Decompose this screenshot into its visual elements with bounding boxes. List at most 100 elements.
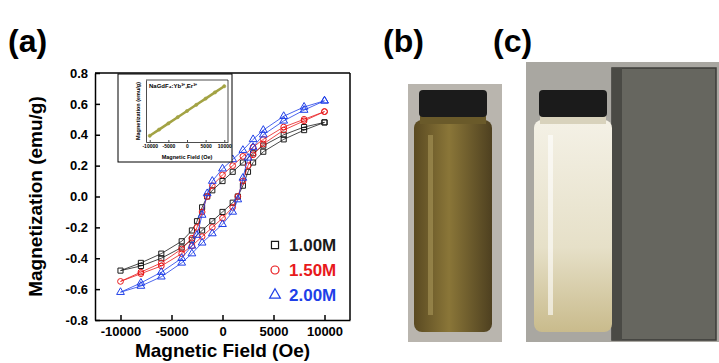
data-point bbox=[118, 268, 123, 273]
x-tick-label: 10000 bbox=[307, 324, 343, 339]
x-tick-label: -10000 bbox=[142, 143, 158, 149]
x-tick: -10000 bbox=[142, 140, 158, 149]
photo-background bbox=[526, 62, 719, 342]
data-point bbox=[188, 249, 196, 256]
magnet-shade bbox=[612, 68, 622, 340]
series-line bbox=[150, 86, 225, 136]
x-tick: 5000 bbox=[201, 140, 212, 149]
x-tick: -5000 bbox=[162, 140, 175, 149]
data-point bbox=[179, 239, 184, 244]
data-point bbox=[167, 122, 170, 125]
y-tick-mark bbox=[95, 104, 100, 106]
data-point bbox=[208, 177, 216, 184]
x-tick: -5000 bbox=[155, 315, 188, 339]
data-point bbox=[321, 96, 329, 103]
data-point bbox=[259, 130, 267, 137]
data-point bbox=[301, 118, 307, 124]
data-point bbox=[281, 127, 287, 133]
x-tick: 0 bbox=[219, 315, 226, 339]
series bbox=[148, 85, 226, 138]
data-point bbox=[213, 91, 216, 94]
data-point bbox=[198, 211, 206, 218]
data-point bbox=[188, 241, 196, 248]
x-tick-label: 0 bbox=[186, 143, 189, 149]
data-point bbox=[176, 116, 179, 119]
data-point bbox=[198, 238, 206, 245]
data-point bbox=[234, 195, 242, 202]
vial-body bbox=[534, 120, 612, 332]
data-point bbox=[210, 219, 215, 224]
data-point bbox=[239, 146, 247, 153]
y-tick: -0.2 bbox=[66, 220, 100, 235]
x-tick: 5000 bbox=[260, 315, 289, 339]
legend-marker bbox=[271, 266, 279, 274]
x-axis-title: Magnetic Field (Oe) bbox=[162, 154, 213, 160]
chart-0: -10000-50000500010000-0.8-0.6-0.4-0.20.0… bbox=[25, 66, 351, 361]
data-point bbox=[322, 109, 328, 115]
data-point bbox=[148, 134, 151, 137]
data-point bbox=[321, 96, 329, 103]
y-tick: -0.6 bbox=[66, 282, 100, 297]
data-point bbox=[281, 137, 286, 142]
x-tick-label: 10000 bbox=[218, 143, 232, 149]
legend-label: 1.50M bbox=[289, 261, 336, 280]
legend-label: 2.00M bbox=[289, 286, 336, 305]
y-tick-label: 0.8 bbox=[70, 66, 88, 81]
y-axis-line bbox=[146, 81, 147, 143]
data-point bbox=[240, 160, 245, 165]
y-tick-mark bbox=[95, 73, 100, 75]
y-tick-mark bbox=[95, 196, 100, 198]
plot-data bbox=[148, 85, 226, 138]
photo-background bbox=[408, 84, 502, 342]
data-point bbox=[208, 229, 216, 236]
legend-label: 1.00M bbox=[289, 236, 336, 255]
y-axis-title: Magnetization (emu/g) bbox=[25, 96, 46, 297]
y-tick-label: -0.4 bbox=[66, 251, 89, 266]
y-tick-mark bbox=[95, 289, 100, 291]
data-point bbox=[322, 120, 327, 125]
x-tick-label: 0 bbox=[219, 324, 226, 339]
y-tick: 0.0 bbox=[70, 189, 100, 204]
y-tick-label: -0.2 bbox=[66, 220, 88, 235]
data-point bbox=[117, 288, 125, 295]
y-tick-label: 0.2 bbox=[70, 158, 88, 173]
x-tick: 0 bbox=[186, 140, 189, 149]
data-point bbox=[203, 189, 211, 196]
frame-top bbox=[146, 80, 228, 81]
data-point bbox=[280, 116, 288, 123]
frame-right bbox=[228, 80, 229, 142]
x-tick: 10000 bbox=[307, 315, 343, 339]
x-tick-label: -10000 bbox=[101, 324, 141, 339]
chart-title: NaGdF₄:Yb³⁺,Er³⁺ bbox=[149, 83, 197, 89]
legend-marker bbox=[270, 289, 281, 298]
background bbox=[0, 0, 719, 363]
data-point bbox=[249, 143, 257, 150]
y-tick-label: 0.6 bbox=[70, 97, 88, 112]
x-tick: -10000 bbox=[101, 315, 141, 339]
x-tick-mark bbox=[324, 315, 326, 320]
x-tick-mark bbox=[120, 315, 122, 320]
x-axis-title: Magnetic Field (Oe) bbox=[135, 340, 310, 361]
y-tick: 0.6 bbox=[70, 97, 100, 112]
data-point bbox=[195, 103, 198, 106]
y-tick: 0.4 bbox=[70, 127, 100, 142]
x-tick-label: 5000 bbox=[260, 324, 289, 339]
panel-label: (a) bbox=[8, 23, 47, 59]
data-point bbox=[239, 174, 247, 181]
y-axis-title: Magnetization (emu/g) bbox=[135, 82, 141, 140]
x-tick-label: -5000 bbox=[162, 143, 175, 149]
vial-cap bbox=[419, 90, 487, 117]
data-point bbox=[157, 128, 160, 131]
data-point bbox=[259, 126, 267, 133]
vial-highlight bbox=[428, 135, 433, 315]
y-tick: 0.8 bbox=[70, 66, 100, 81]
vial-body bbox=[414, 120, 492, 332]
y-tick: -0.4 bbox=[66, 251, 100, 266]
y-tick-mark bbox=[95, 165, 100, 167]
legend: 1.00M 1.50M 2.00M bbox=[270, 236, 337, 305]
data-point bbox=[204, 97, 207, 100]
data-point bbox=[189, 228, 194, 233]
x-axis: -10000 -5000 0 5000 10000 bbox=[142, 140, 232, 149]
data-point bbox=[185, 109, 188, 112]
y-axis: -0.8-0.6-0.4-0.20.00.20.40.60.8 bbox=[66, 66, 100, 328]
